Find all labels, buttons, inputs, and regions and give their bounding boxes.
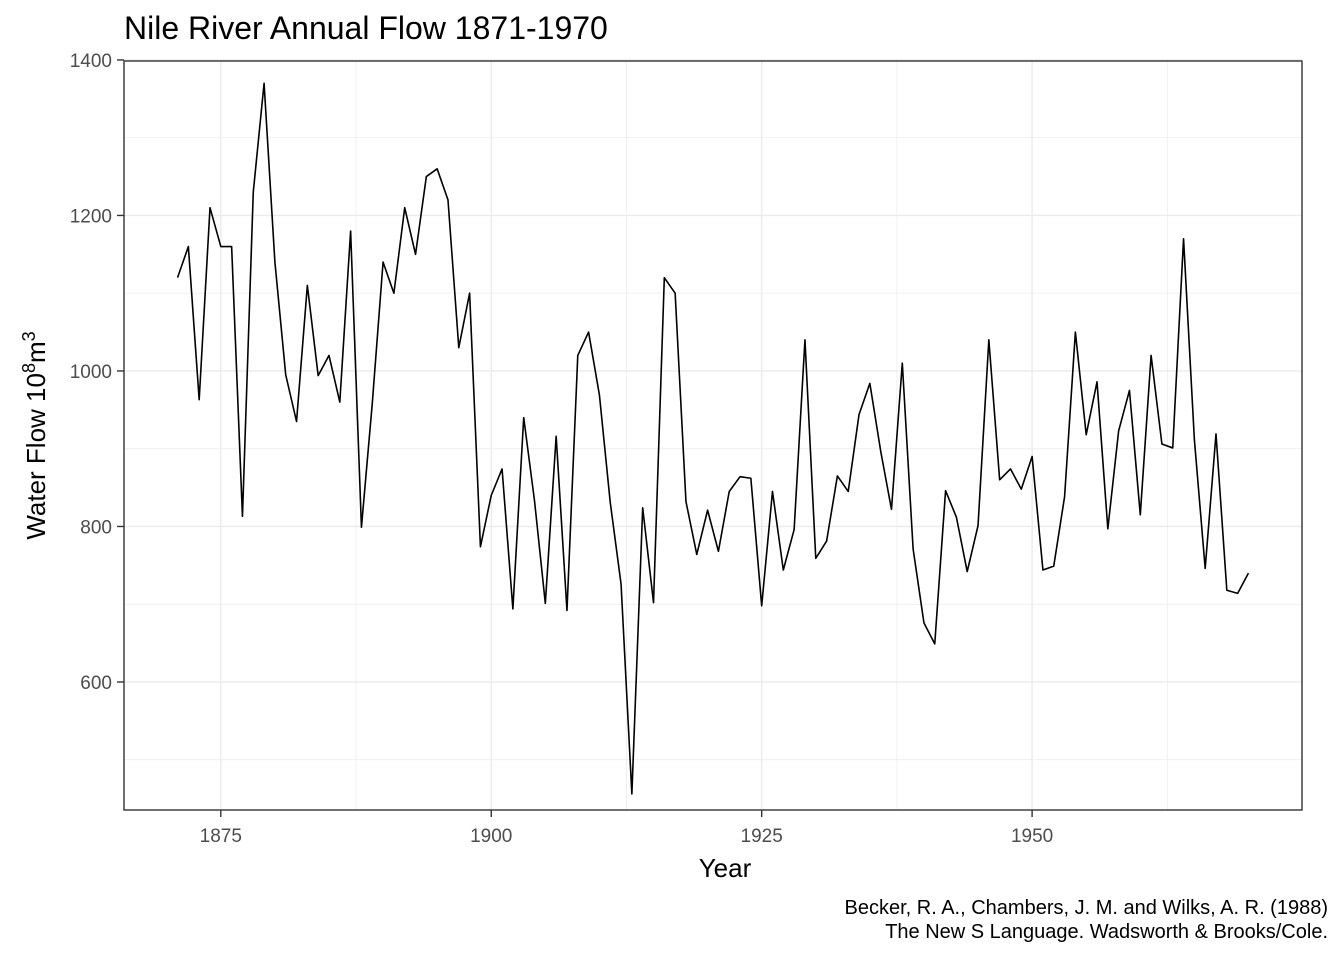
y-tick-label: 1400 xyxy=(70,51,112,72)
plot-panel-border xyxy=(123,60,1303,811)
caption-line-2: The New S Language. Wadsworth & Brooks/C… xyxy=(885,921,1328,943)
y-tick-label: 1000 xyxy=(70,362,112,383)
caption-line-1: Becker, R. A., Chambers, J. M. and Wilks… xyxy=(844,897,1329,919)
y-tick-label: 800 xyxy=(80,517,112,538)
y-axis-title-unit: m xyxy=(21,341,51,363)
x-tick-label: 1925 xyxy=(741,826,783,847)
minor-gridlines xyxy=(124,61,1302,810)
axis-ticks: 1875 1900 1925 1950 600 800 1000 1200 1400 xyxy=(70,51,1054,847)
y-axis-title-sup1: 8 xyxy=(19,363,39,373)
series-line xyxy=(176,82,1250,795)
x-tick-label: 1950 xyxy=(1011,826,1053,847)
y-axis-title-sup2: 3 xyxy=(19,331,39,341)
y-axis-title-base: Water Flow 10 xyxy=(21,373,51,540)
series-layer xyxy=(176,82,1250,795)
y-tick-label: 600 xyxy=(80,673,112,694)
major-gridlines xyxy=(124,59,1302,810)
x-tick-label: 1875 xyxy=(200,826,242,847)
y-axis-title: Water Flow 108m3 xyxy=(19,331,51,539)
chart-title: Nile River Annual Flow 1871-1970 xyxy=(124,10,608,46)
source-caption: Becker, R. A., Chambers, J. M. and Wilks… xyxy=(845,896,1329,944)
y-tick-label: 1200 xyxy=(70,206,112,227)
x-axis-title: Year xyxy=(699,853,752,883)
x-tick-label: 1900 xyxy=(470,826,512,847)
